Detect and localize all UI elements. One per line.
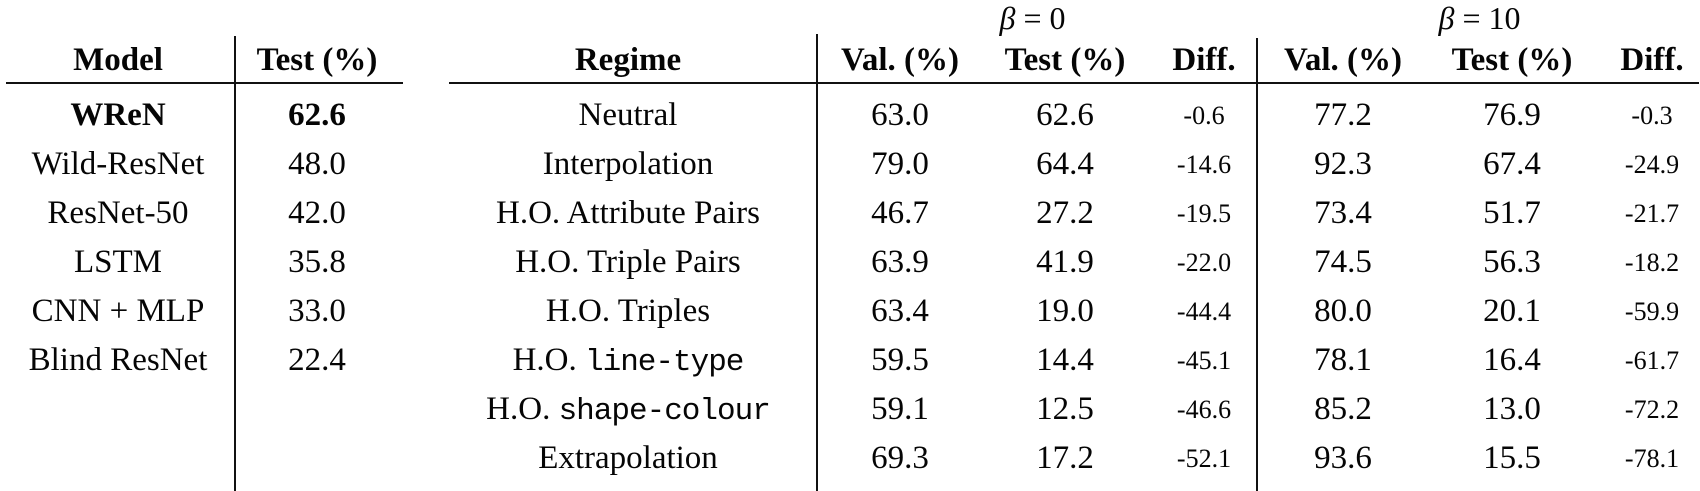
b10-val-cell: 73.4 xyxy=(1314,195,1372,231)
beta10-value-label: = 10 xyxy=(1454,0,1521,36)
beta0-test-column-header: Test (%) xyxy=(1004,42,1126,78)
regime-name-mono-text: line-type xyxy=(584,345,744,380)
model-column-header: Model xyxy=(73,42,163,78)
regime-name-cell: H.O. Attribute Pairs xyxy=(452,189,804,238)
model-test-cell: 22.4 xyxy=(288,342,346,378)
model-name-cell: WReN xyxy=(70,97,166,133)
regime-table-vertical-divider-beta0 xyxy=(816,34,818,491)
model-test-cell: 33.0 xyxy=(288,293,346,329)
model-test-cell: 42.0 xyxy=(288,195,346,231)
model-name-cell: ResNet-50 xyxy=(47,195,189,231)
b10-val-cell: 74.5 xyxy=(1314,244,1372,280)
regime-name-cell: H.O. line-type xyxy=(452,336,804,385)
regime-column-header: Regime xyxy=(574,42,682,78)
b10-test-cell: 76.9 xyxy=(1483,97,1541,133)
regime-name-text: Interpolation xyxy=(542,146,714,182)
b10-diff-cell: -21.7 xyxy=(1624,199,1680,228)
b0-val-cell: 59.1 xyxy=(871,391,929,427)
b0-diff-cell: -0.6 xyxy=(1183,101,1225,130)
beta10-group-header: β = 10 xyxy=(1372,0,1587,36)
regime-name-text: H.O. Triple Pairs xyxy=(515,244,741,280)
regime-name-cell: Neutral xyxy=(452,91,804,140)
b0-val-cell: 63.0 xyxy=(871,97,929,133)
b10-test-cell: 20.1 xyxy=(1483,293,1541,329)
b10-diff-cell: -72.2 xyxy=(1624,395,1680,424)
b10-test-cell: 15.5 xyxy=(1483,440,1541,476)
regime-name-cell: Interpolation xyxy=(452,140,804,189)
b10-diff-cell: -0.3 xyxy=(1631,101,1673,130)
regime-name-cell: H.O. shape-colour xyxy=(452,385,804,434)
model-table-header-rule xyxy=(6,82,403,84)
regime-name-text: H.O. xyxy=(486,391,559,427)
regime-name-text: H.O. Triples xyxy=(545,293,711,329)
model-name-cell: Wild-ResNet xyxy=(31,146,205,182)
b0-diff-cell: -14.6 xyxy=(1176,150,1232,179)
b0-val-cell: 63.9 xyxy=(871,244,929,280)
beta0-val-column-header: Val. (%) xyxy=(841,42,959,78)
b0-test-cell: 41.9 xyxy=(1036,244,1094,280)
regime-table-header-rule xyxy=(449,82,1699,84)
beta0-group-header: β = 0 xyxy=(925,0,1140,36)
beta0-diff-column-header: Diff. xyxy=(1172,42,1236,78)
regime-name-cell: H.O. Triple Pairs xyxy=(452,238,804,287)
b0-diff-cell: -46.6 xyxy=(1176,395,1232,424)
b10-diff-cell: -78.1 xyxy=(1624,444,1680,473)
beta10-test-column-header: Test (%) xyxy=(1451,42,1573,78)
b10-test-cell: 56.3 xyxy=(1483,244,1541,280)
beta-symbol: β xyxy=(1438,0,1455,36)
b0-diff-cell: -52.1 xyxy=(1176,444,1232,473)
beta-symbol: β xyxy=(999,0,1016,36)
regime-name-text: H.O. xyxy=(512,342,585,378)
test-column-header: Test (%) xyxy=(256,42,378,78)
b0-test-cell: 27.2 xyxy=(1036,195,1094,231)
b10-diff-cell: -61.7 xyxy=(1624,346,1680,375)
regime-name-mono-text: shape-colour xyxy=(558,394,771,429)
beta10-diff-column-header: Diff. xyxy=(1620,42,1684,78)
model-test-cell: 48.0 xyxy=(288,146,346,182)
b10-val-cell: 93.6 xyxy=(1314,440,1372,476)
model-test-cell: 35.8 xyxy=(288,244,346,280)
beta0-value-label: = 0 xyxy=(1015,0,1066,36)
regime-name-cell: Extrapolation xyxy=(452,434,804,483)
b0-diff-cell: -22.0 xyxy=(1176,248,1232,277)
regime-table-vertical-divider-beta10 xyxy=(1256,38,1258,491)
b0-val-cell: 79.0 xyxy=(871,146,929,182)
b10-val-cell: 80.0 xyxy=(1314,293,1372,329)
b10-test-cell: 13.0 xyxy=(1483,391,1541,427)
b0-test-cell: 17.2 xyxy=(1036,440,1094,476)
b0-test-cell: 64.4 xyxy=(1036,146,1094,182)
model-name-cell: CNN + MLP xyxy=(31,293,205,329)
b10-test-cell: 67.4 xyxy=(1483,146,1541,182)
b10-diff-cell: -24.9 xyxy=(1624,150,1680,179)
b0-test-cell: 19.0 xyxy=(1036,293,1094,329)
b0-test-cell: 62.6 xyxy=(1036,97,1094,133)
regime-name-cell: H.O. Triples xyxy=(452,287,804,336)
b0-diff-cell: -45.1 xyxy=(1176,346,1232,375)
b10-val-cell: 78.1 xyxy=(1314,342,1372,378)
b10-test-cell: 51.7 xyxy=(1483,195,1541,231)
b0-diff-cell: -19.5 xyxy=(1176,199,1232,228)
b0-diff-cell: -44.4 xyxy=(1176,297,1232,326)
regime-name-text: H.O. Attribute Pairs xyxy=(496,195,760,231)
regime-name-text: Extrapolation xyxy=(538,440,718,476)
b10-test-cell: 16.4 xyxy=(1483,342,1541,378)
b0-val-cell: 69.3 xyxy=(871,440,929,476)
b10-val-cell: 92.3 xyxy=(1314,146,1372,182)
b10-diff-cell: -59.9 xyxy=(1624,297,1680,326)
b10-val-cell: 77.2 xyxy=(1314,97,1372,133)
b10-val-cell: 85.2 xyxy=(1314,391,1372,427)
model-test-cell: 62.6 xyxy=(288,97,346,133)
model-name-cell: Blind ResNet xyxy=(28,342,208,378)
b0-val-cell: 46.7 xyxy=(871,195,929,231)
beta10-val-column-header: Val. (%) xyxy=(1284,42,1402,78)
model-name-cell: LSTM xyxy=(73,244,162,280)
b0-val-cell: 59.5 xyxy=(871,342,929,378)
b0-test-cell: 12.5 xyxy=(1036,391,1094,427)
b0-val-cell: 63.4 xyxy=(871,293,929,329)
regime-name-text: Neutral xyxy=(578,97,678,133)
model-table-vertical-divider xyxy=(234,36,236,491)
b10-diff-cell: -18.2 xyxy=(1624,248,1680,277)
b0-test-cell: 14.4 xyxy=(1036,342,1094,378)
